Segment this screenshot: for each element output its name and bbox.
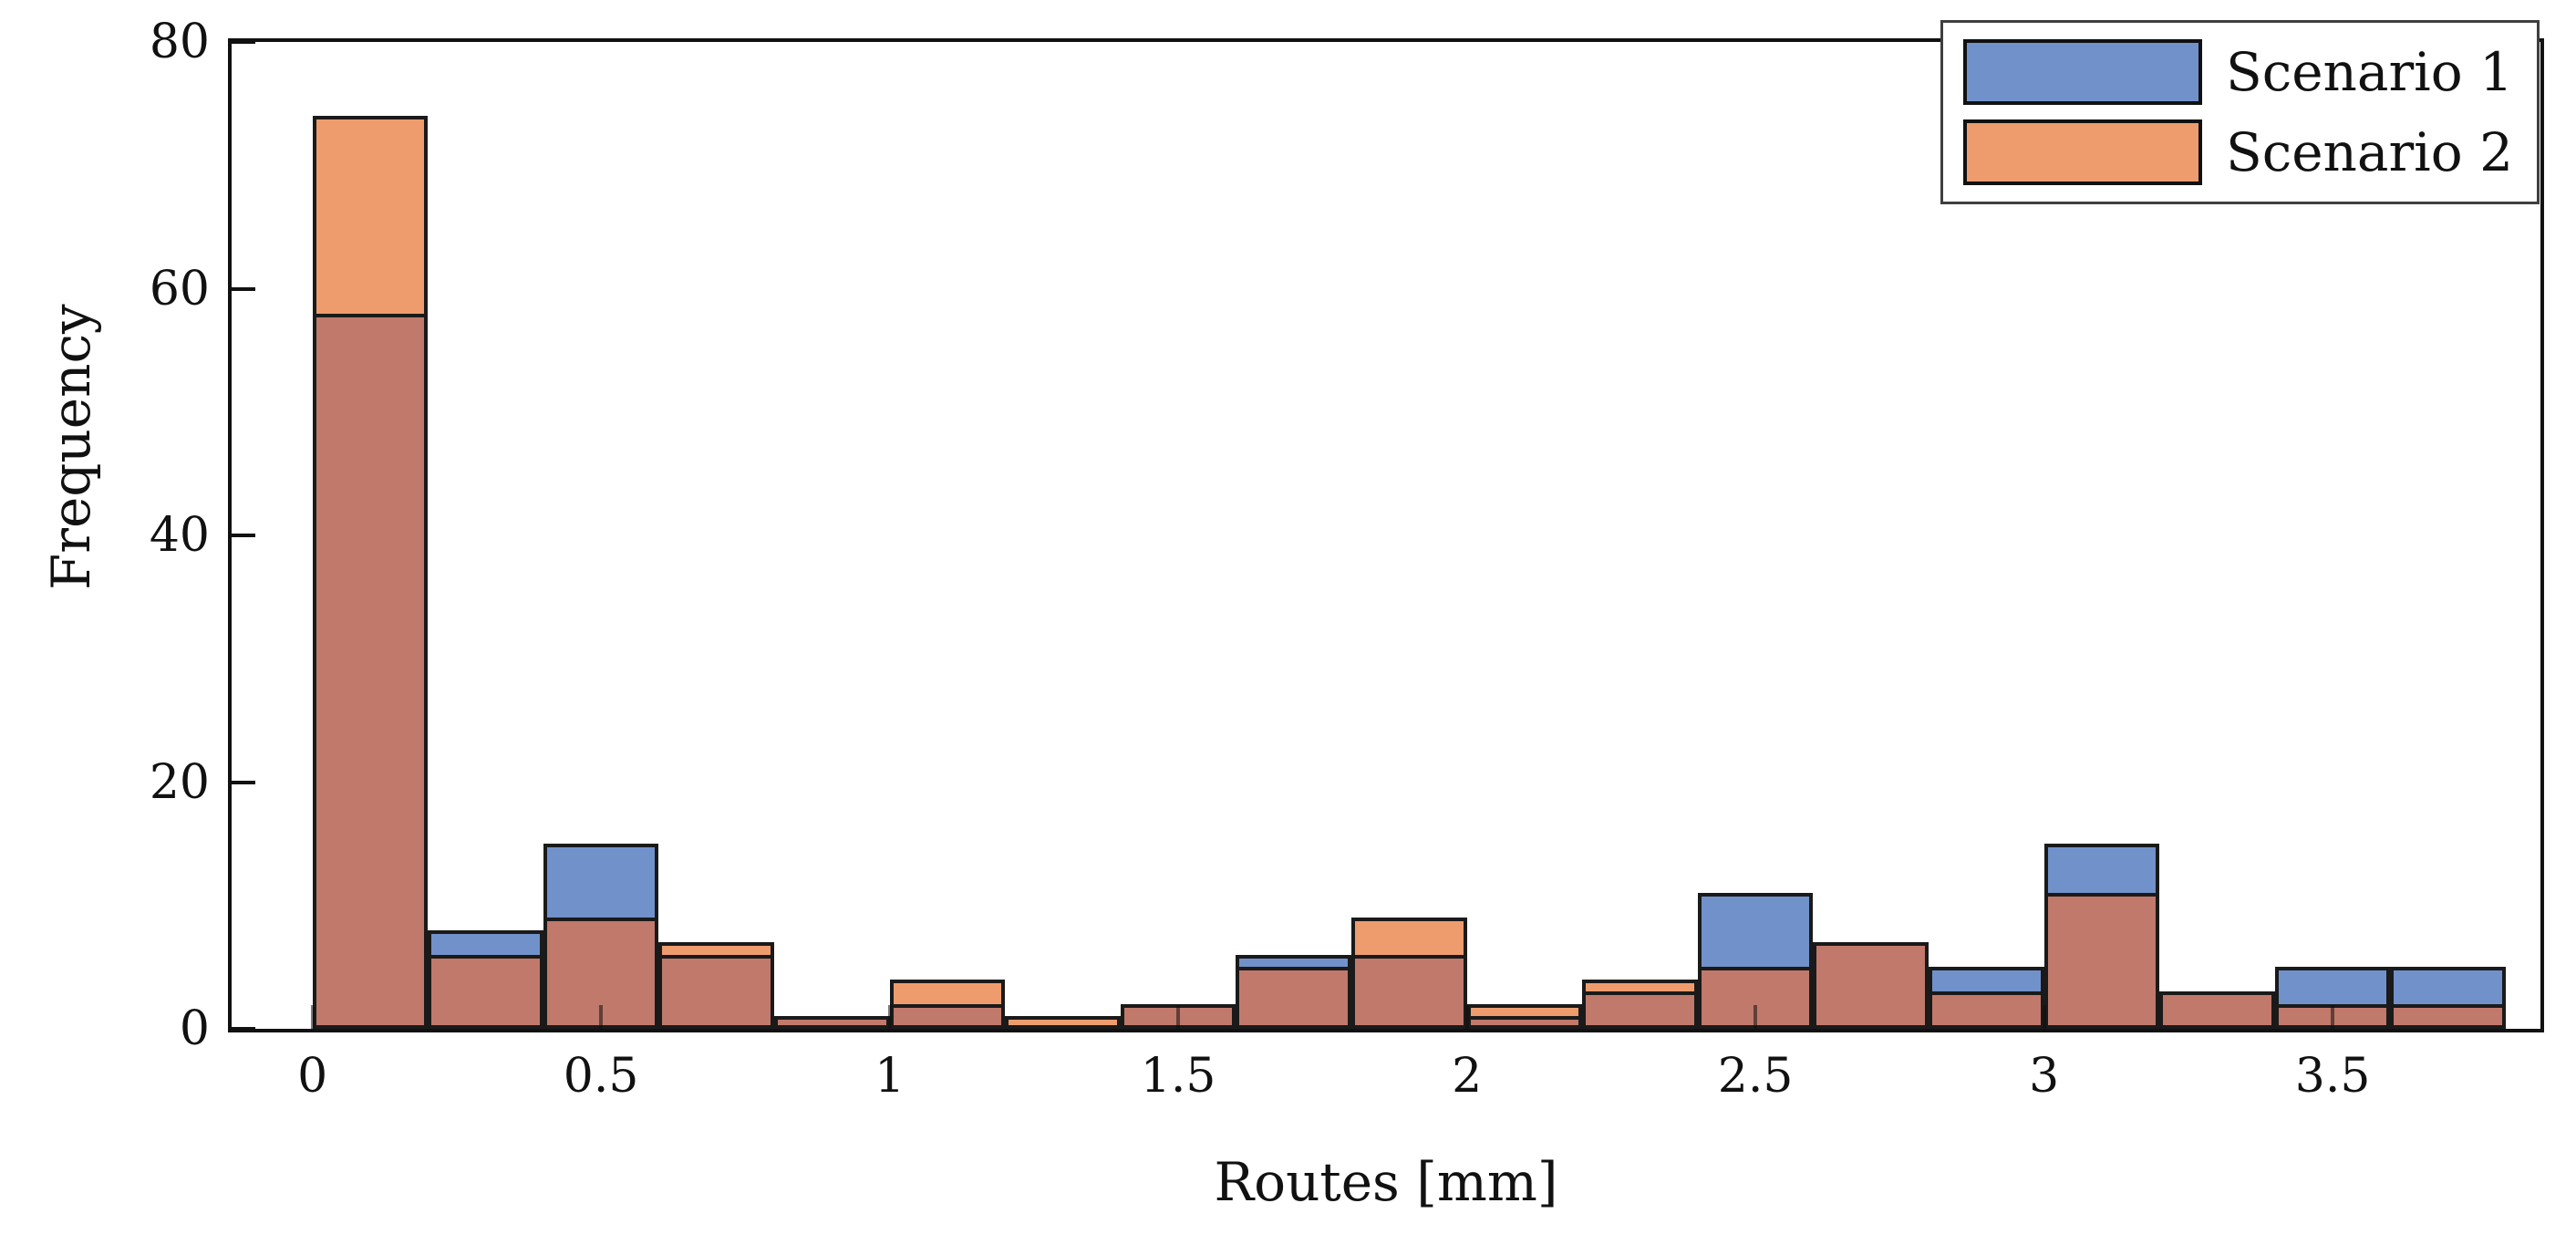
y-tick-mark — [232, 534, 255, 537]
bar-outline-scenario-2 — [1466, 1003, 1583, 1029]
y-tick-label: 80 — [149, 15, 210, 69]
bar-outline-scenario-2 — [1351, 918, 1467, 1029]
bar-outline-scenario-2 — [312, 116, 429, 1029]
x-tick-mark — [1754, 1005, 1758, 1029]
bar-outline-scenario-2 — [1236, 967, 1351, 1029]
x-tick-label: 2.5 — [1717, 1049, 1794, 1104]
bar-overlap-fill — [1236, 967, 1351, 1029]
x-tick-label: 3 — [2029, 1049, 2060, 1104]
x-tick-mark — [1176, 1005, 1181, 1029]
x-tick-mark — [310, 1005, 315, 1029]
bar-top-fill — [889, 979, 1006, 1004]
legend-item-scenario-1: Scenario 1 — [1962, 39, 2513, 105]
x-tick-label: 0 — [297, 1049, 328, 1104]
bar-overlap-fill — [2159, 991, 2275, 1029]
bar-outline-scenario-2 — [658, 942, 774, 1029]
x-tick-mark — [2331, 1005, 2335, 1029]
y-tick-mark — [232, 780, 255, 784]
bar-overlap-fill — [312, 313, 429, 1029]
bar-overlap-fill — [889, 1003, 1006, 1029]
bar-top-fill — [2274, 967, 2391, 1004]
x-tick-mark — [887, 1005, 892, 1029]
legend-swatch-scenario-1 — [1962, 39, 2202, 105]
bar-outline-scenario-2 — [889, 979, 1006, 1029]
x-tick-label: 1 — [874, 1049, 905, 1104]
bar-overlap-fill — [1351, 954, 1467, 1029]
bar-outline-scenario-2 — [2390, 1003, 2506, 1029]
bar-overlap-fill — [658, 954, 774, 1029]
bar-outline-scenario-2 — [2043, 893, 2160, 1029]
bar-top-fill — [2043, 844, 2160, 894]
bar-overlap-fill — [428, 954, 543, 1029]
y-tick-mark — [232, 40, 255, 44]
x-axis-label: Routes [mm] — [1214, 1151, 1558, 1213]
y-tick-mark — [232, 1027, 255, 1031]
y-axis-label: Frequency — [40, 304, 102, 590]
bar-overlap-fill — [2043, 893, 2160, 1029]
y-tick-label: 0 — [179, 1001, 210, 1056]
bar-outline-scenario-2 — [1582, 979, 1698, 1029]
bar-top-fill — [1697, 893, 1814, 968]
y-tick-label: 60 — [149, 261, 210, 316]
y-tick-label: 20 — [149, 754, 210, 810]
bar-overlap-fill — [1813, 942, 1929, 1029]
bar-overlap-fill — [2390, 1003, 2506, 1029]
bar-outline-scenario-2 — [2159, 991, 2275, 1029]
legend-item-scenario-2: Scenario 2 — [1962, 119, 2513, 185]
legend-label-scenario-1: Scenario 1 — [2225, 41, 2513, 103]
bar-top-fill — [1351, 918, 1467, 955]
x-tick-mark — [1464, 1005, 1469, 1029]
x-tick-label: 0.5 — [563, 1049, 639, 1104]
bar-top-fill — [428, 929, 543, 955]
bar-outline-scenario-2 — [1005, 1016, 1121, 1029]
x-tick-label: 1.5 — [1140, 1049, 1216, 1104]
legend-label-scenario-2: Scenario 2 — [2225, 121, 2513, 183]
bar-outline-scenario-2 — [1813, 942, 1929, 1029]
bar-overlap-fill — [1929, 991, 2044, 1029]
x-tick-label: 2 — [1452, 1049, 1483, 1104]
legend-swatch-scenario-2 — [1962, 119, 2202, 185]
x-tick-mark — [2042, 1005, 2046, 1029]
x-tick-label: 3.5 — [2294, 1049, 2371, 1104]
bar-outline-scenario-2 — [1929, 991, 2044, 1029]
bar-top-fill — [312, 116, 429, 314]
y-tick-mark — [232, 286, 255, 291]
bar-top-fill — [543, 844, 659, 918]
legend: Scenario 1 Scenario 2 — [1940, 20, 2540, 204]
bar-outline-scenario-2 — [774, 1016, 890, 1029]
y-tick-label: 40 — [149, 508, 210, 563]
bar-outline-scenario-2 — [428, 954, 543, 1029]
bar-top-fill — [2390, 967, 2506, 1004]
bar-top-fill — [1929, 967, 2044, 992]
x-tick-mark — [599, 1005, 604, 1029]
bar-overlap-fill — [1582, 991, 1698, 1029]
